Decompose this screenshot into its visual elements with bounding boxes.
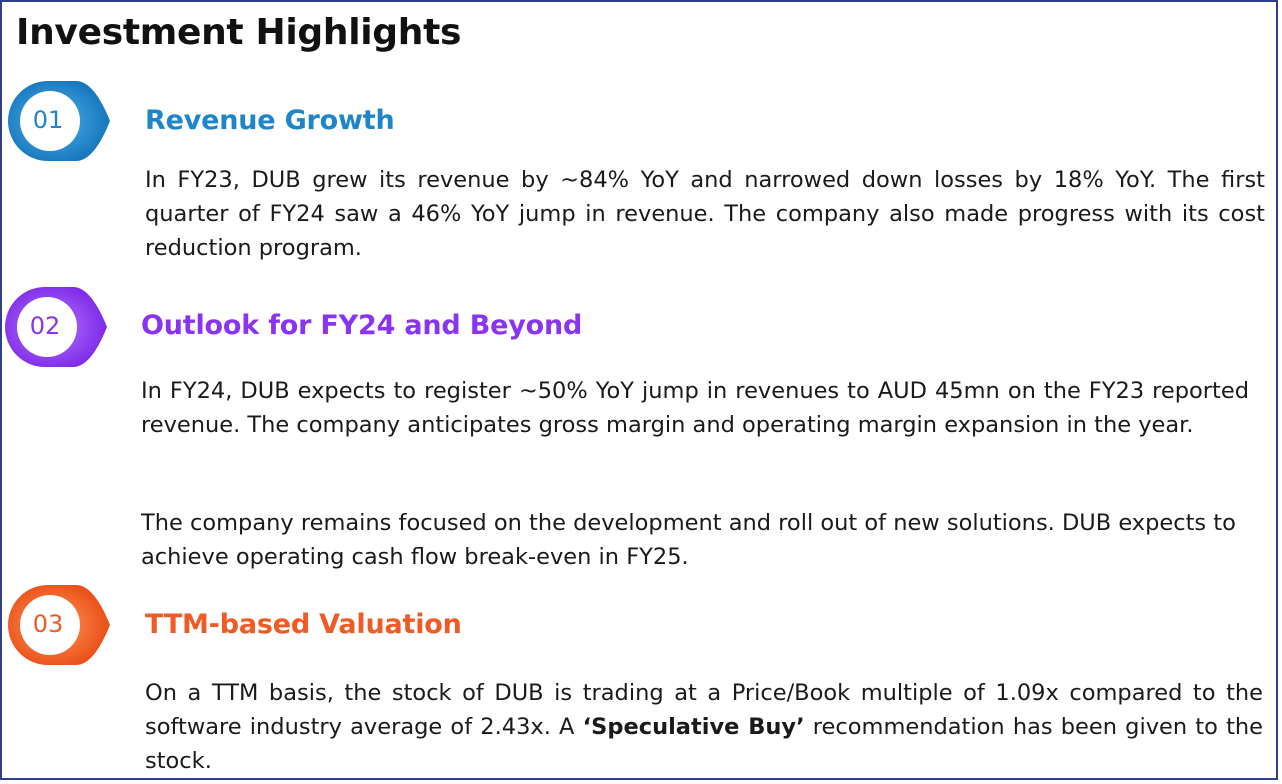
section-number-badge-03: 03: [6, 584, 116, 666]
section-number-badge-01: 01: [6, 80, 116, 162]
section-heading: TTM-based Valuation: [145, 609, 462, 640]
section-heading: Revenue Growth: [145, 105, 395, 136]
section-number-badge-02: 02: [3, 286, 113, 368]
teardrop-badge-icon: [8, 81, 110, 161]
section-number: 01: [32, 106, 64, 134]
teardrop-badge-icon: [8, 585, 110, 665]
teardrop-badge-icon: [5, 287, 107, 367]
paragraph-text: On a TTM basis, the stock of DUB is trad…: [145, 680, 1263, 740]
section-paragraph: In FY24, DUB expects to register ~50% Yo…: [141, 378, 1249, 438]
recommendation-emphasis: ‘Speculative Buy’: [582, 714, 805, 740]
section-number: 02: [29, 312, 61, 340]
section-paragraph: The company remains focused on the devel…: [141, 510, 1236, 570]
section-paragraph: On a TTM basis, the stock of DUB is trad…: [145, 676, 1263, 778]
section-number: 03: [32, 610, 64, 638]
page-title: Investment Highlights: [16, 12, 462, 53]
section-heading: Outlook for FY24 and Beyond: [141, 310, 583, 341]
paragraph-text: recommendation has been given to the sto…: [145, 714, 1263, 774]
section-paragraph: In FY23, DUB grew its revenue by ~84% Yo…: [145, 167, 1265, 261]
